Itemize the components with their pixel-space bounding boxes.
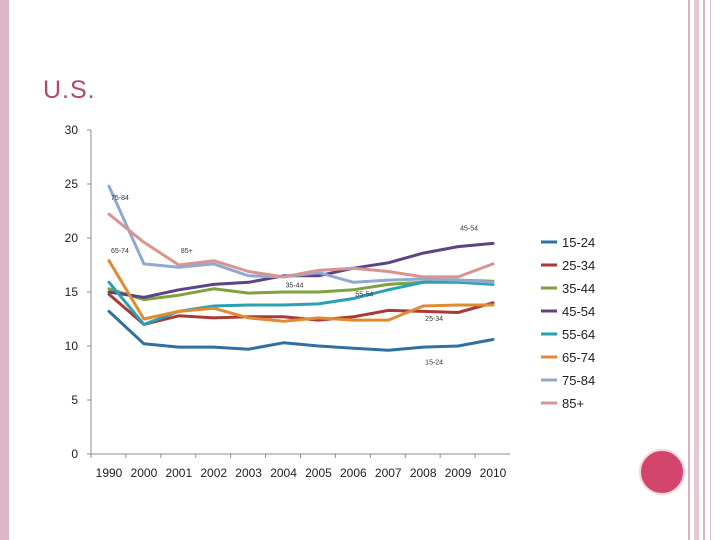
decorative-dot — [639, 449, 685, 495]
x-tick-label: 2000 — [131, 466, 158, 480]
legend-label: 45-54 — [562, 304, 595, 319]
x-tick-label: 2007 — [375, 466, 402, 480]
y-tick-label: 0 — [71, 447, 78, 461]
legend-label: 85+ — [562, 396, 584, 411]
series-annotation: 75-84 — [111, 195, 129, 202]
legend-label: 35-44 — [562, 281, 595, 296]
x-tick-label: 2006 — [340, 466, 367, 480]
series-annotation: 15-24 — [425, 359, 443, 366]
y-tick-label: 25 — [65, 177, 79, 191]
x-tick-label: 2005 — [305, 466, 332, 480]
x-tick-label: 2009 — [445, 466, 472, 480]
series-annotation: 65-74 — [111, 248, 129, 255]
series-annotation: 35-44 — [286, 283, 304, 290]
decorative-rail — [688, 0, 690, 540]
legend-label: 25-34 — [562, 258, 595, 273]
slide-title: U.S. — [43, 76, 96, 104]
y-tick-label: 10 — [65, 339, 79, 353]
y-tick-label: 20 — [65, 231, 79, 245]
series-annotation: 85+ — [181, 248, 193, 255]
y-tick-label: 15 — [65, 285, 79, 299]
x-tick-label: 2003 — [235, 466, 262, 480]
series-line-15-24 — [107, 309, 495, 352]
legend-label: 15-24 — [562, 235, 595, 250]
series-line-75-84 — [107, 184, 495, 284]
series-line-85+ — [107, 212, 495, 279]
x-tick-label: 2008 — [410, 466, 437, 480]
y-tick-label: 5 — [71, 393, 78, 407]
left-accent-bar — [0, 0, 9, 540]
x-tick-label: 2002 — [200, 466, 227, 480]
series-annotation: 25-34 — [425, 316, 443, 323]
x-tick-label: 2010 — [480, 466, 507, 480]
x-tick-label: 2004 — [270, 466, 297, 480]
legend-label: 65-74 — [562, 350, 595, 365]
line-chart: 0 5 10 15 20 25 30 1990 2000 2001 2002 2003 2004 2005… — [65, 123, 596, 480]
series-line-65-74 — [107, 259, 495, 323]
decorative-rail — [694, 0, 699, 540]
series-annotation: 55-54 — [355, 291, 373, 298]
x-tick-label: 2001 — [165, 466, 192, 480]
legend-label: 55-64 — [562, 327, 595, 342]
legend-label: 75-84 — [562, 373, 595, 388]
decorative-rail — [703, 0, 705, 540]
y-tick-label: 30 — [65, 123, 79, 137]
x-tick-label: 1990 — [96, 466, 123, 480]
decorative-rail — [710, 0, 711, 540]
series-annotation: 45-54 — [460, 225, 478, 232]
